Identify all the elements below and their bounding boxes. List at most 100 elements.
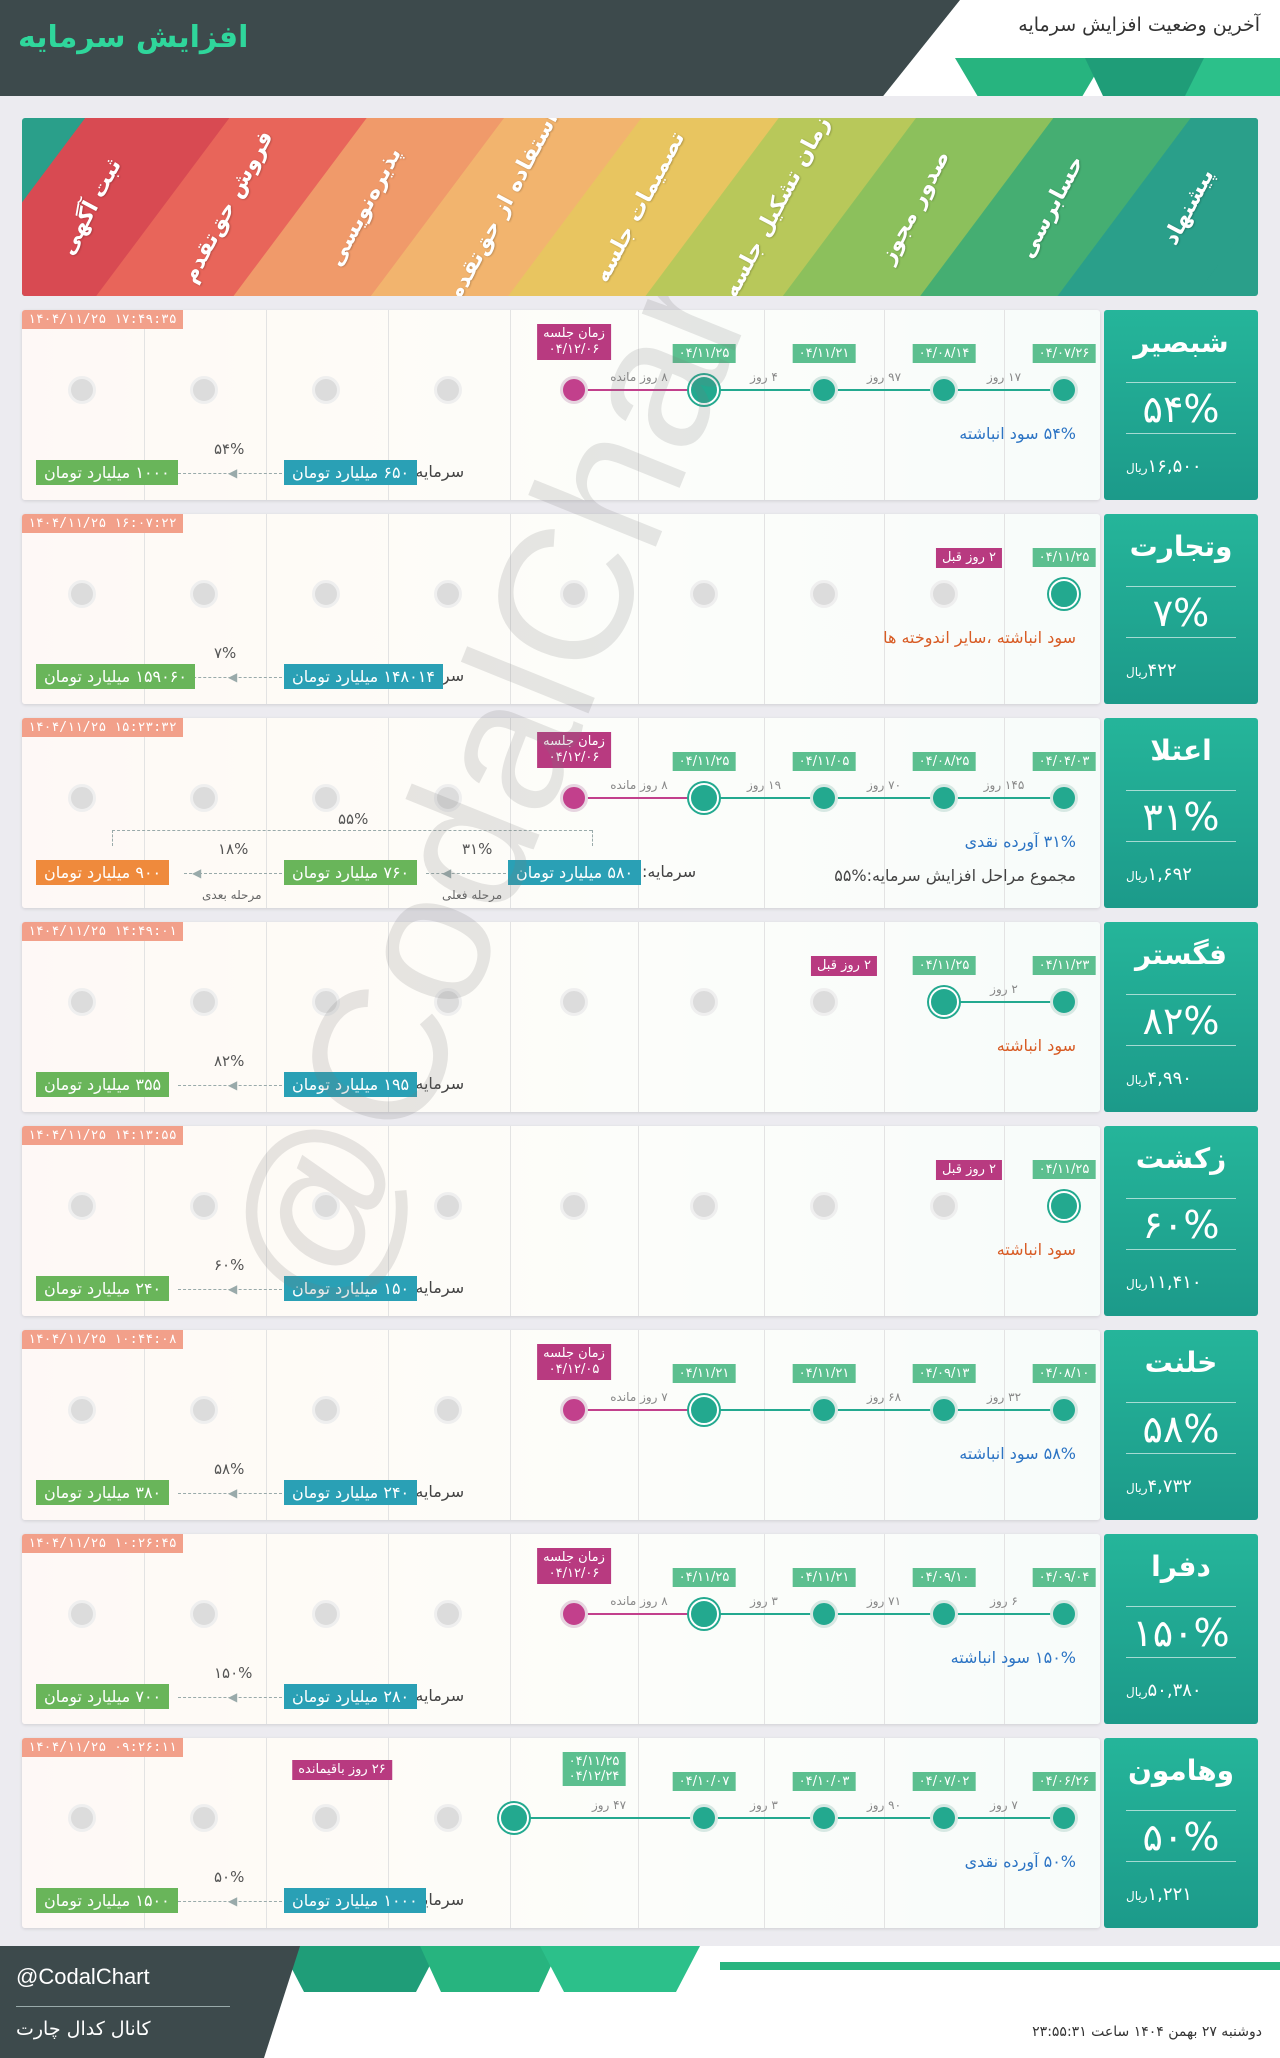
stage-node-empty (312, 784, 340, 812)
stage-node-done[interactable] (810, 1804, 838, 1832)
price-value: ۱,۶۹۲ (1147, 864, 1192, 885)
capital-row[interactable]: ۱۴۰۴/۱۱/۲۵ ۱۰:۴۴:۰۸ زمان جلسه ۰۴/۱۲/۰۵ ۷ رو… (22, 1330, 1258, 1520)
channel-handle[interactable]: @CodalChart (16, 1964, 150, 1989)
stage-node-done[interactable] (1050, 784, 1078, 812)
timeline-segment (704, 1613, 1064, 1615)
capital-row[interactable]: ۱۴۰۴/۱۱/۲۵ ۰۹:۲۶:۱۱ ۰۴/۰۶/۲۶ ۰۴/۰۷/۰۲ ۷ روز… (22, 1738, 1258, 1928)
capital-arrow-line (184, 873, 282, 874)
update-timestamp: ۱۴۰۴/۱۱/۲۵ ۱۰:۲۶:۴۵ (22, 1534, 183, 1553)
stage-node-done[interactable] (1050, 376, 1078, 404)
stage-node-current[interactable] (689, 783, 719, 813)
meeting-date: ۰۴/۱۲/۰۶ (548, 1566, 600, 1581)
increase-source: سود انباشته (996, 1036, 1076, 1055)
symbol-panel[interactable]: شبصیر ۵۴% ۱۶,۵۰۰ریال (1104, 310, 1258, 500)
stage-node-done[interactable] (930, 784, 958, 812)
symbol-name[interactable]: وهامون (1127, 1754, 1235, 1787)
stage-gap: ۳ روز (750, 1594, 778, 1608)
symbol-panel[interactable]: فگستر ۸۲% ۴,۹۹۰ریال (1104, 922, 1258, 1112)
symbol-name[interactable]: زکشت (1135, 1142, 1227, 1175)
stage-node-empty (312, 1600, 340, 1628)
stage-date: ۰۴/۰۶/۲۶ (1032, 1772, 1096, 1791)
meeting-node[interactable] (560, 376, 588, 404)
stage-date: ۰۴/۱۰/۰۳ (792, 1772, 856, 1791)
meeting-node[interactable] (560, 1396, 588, 1424)
column-divider (388, 310, 389, 500)
symbol-name[interactable]: خلنت (1144, 1346, 1218, 1379)
symbol-panel[interactable]: وهامون ۵۰% ۱,۲۲۱ریال (1104, 1738, 1258, 1928)
symbol-name[interactable]: اعتلا (1150, 734, 1212, 767)
stage-node-current[interactable] (689, 375, 719, 405)
stage-node-current[interactable] (1049, 1191, 1079, 1221)
stage-node-done[interactable] (930, 1396, 958, 1424)
footer-divider (16, 2006, 230, 2007)
stage-node-current[interactable] (689, 1395, 719, 1425)
stage-gap: ۲ روز (990, 982, 1018, 996)
symbol-name[interactable]: وتجارت (1129, 530, 1233, 563)
capital-current: ۱۴۸۰۱۴ میلیارد تومان (284, 664, 443, 689)
stage-node-current[interactable] (499, 1803, 529, 1833)
meeting-title: زمان جلسه (543, 326, 605, 341)
stage-node-done[interactable] (930, 376, 958, 404)
symbol-name[interactable]: فگستر (1135, 938, 1227, 971)
capital-row[interactable]: ۱۴۰۴/۱۱/۲۵ ۱۶:۰۷:۲۲ ۰۴/۱۱/۲۵ ۲ روز قبل سود … (22, 514, 1258, 704)
stage-node-done[interactable] (1050, 1396, 1078, 1424)
stage-node-done[interactable] (930, 1600, 958, 1628)
capital-row[interactable]: ۱۴۰۴/۱۱/۲۵ ۱۴:۱۳:۵۵ ۰۴/۱۱/۲۵ ۲ روز قبل سود … (22, 1126, 1258, 1316)
price-unit: ریال (1126, 1481, 1148, 1495)
stage-node-done[interactable] (810, 376, 838, 404)
column-divider (510, 922, 511, 1112)
symbol-panel[interactable]: دفرا ۱۵۰% ۵۰,۳۸۰ریال (1104, 1534, 1258, 1724)
symbol-panel[interactable]: وتجارت ۷% ۴۲۲ریال (1104, 514, 1258, 704)
capital-row[interactable]: ۱۴۰۴/۱۱/۲۵ ۱۷:۴۹:۳۵ زمان جلسه ۰۴/۱۲/۰۶ ۸ رو… (22, 310, 1258, 500)
capital-row[interactable]: ۱۴۰۴/۱۱/۲۵ ۱۵:۲۳:۳۲ زمان جلسه ۰۴/۱۲/۰۶ ۸ رو… (22, 718, 1258, 908)
stage-node-empty (68, 784, 96, 812)
column-divider (884, 514, 885, 704)
stage-node-done[interactable] (1050, 1804, 1078, 1832)
symbol-panel[interactable]: خلنت ۵۸% ۴,۷۳۲ریال (1104, 1330, 1258, 1520)
increase-percent: ۱۵۰% (1126, 1606, 1236, 1658)
column-divider (144, 1534, 145, 1724)
stage-gap: ۶ روز (990, 1594, 1018, 1608)
meeting-node[interactable] (560, 1600, 588, 1628)
stage-date: ۰۴/۱۱/۲۵ (1032, 548, 1096, 567)
capital-label: سرمایه: (410, 462, 465, 481)
meeting-title: زمان جلسه (543, 1550, 605, 1565)
symbol-panel[interactable]: زکشت ۶۰% ۱۱,۴۱۰ریال (1104, 1126, 1258, 1316)
meeting-date: ۰۴/۱۲/۰۶ (548, 342, 600, 357)
page-title: افزایش سرمایه (18, 20, 249, 55)
stage-node-empty (312, 1804, 340, 1832)
column-divider (510, 1534, 511, 1724)
symbol-name[interactable]: شبصیر (1133, 326, 1229, 359)
symbol-name[interactable]: دفرا (1151, 1550, 1211, 1583)
stage-node-current[interactable] (689, 1599, 719, 1629)
capital-arrow-line (178, 1493, 282, 1494)
stage-node-done[interactable] (930, 1804, 958, 1832)
meeting-remaining: ۸ روز مانده (610, 778, 668, 792)
stage-gap: ۱۹ روز (746, 778, 782, 792)
stage-node-done[interactable] (810, 1396, 838, 1424)
stage-node-current[interactable] (1049, 579, 1079, 609)
stage-gap: ۱۷ روز (986, 370, 1022, 384)
stage-node-done[interactable] (690, 1804, 718, 1832)
meeting-node[interactable] (560, 784, 588, 812)
footer-stripe (540, 1946, 700, 1992)
column-divider (884, 1534, 885, 1724)
stage-node-current[interactable] (929, 987, 959, 1017)
capital-current: ۱۹۵ میلیارد تومان (284, 1072, 418, 1097)
capital-target: ۳۸۰ میلیارد تومان (36, 1480, 170, 1505)
total-percent: ۵۵% (338, 810, 369, 828)
increase-source: ۵۸% سود انباشته (959, 1444, 1076, 1463)
capital-row[interactable]: ۱۴۰۴/۱۱/۲۵ ۱۰:۲۶:۴۵ زمان جلسه ۰۴/۱۲/۰۶ ۸ رو… (22, 1534, 1258, 1724)
stage-node-done[interactable] (1050, 1600, 1078, 1628)
stage-node-done[interactable] (810, 784, 838, 812)
increase-percent: ۶۰% (1126, 1198, 1236, 1250)
symbol-panel[interactable]: اعتلا ۳۱% ۱,۶۹۲ریال (1104, 718, 1258, 908)
stage-gap: ۴۷ روز (591, 1798, 627, 1812)
capital-row[interactable]: ۱۴۰۴/۱۱/۲۵ ۱۴:۴۹:۰۱ ۰۴/۱۱/۲۳ ۰۴/۱۱/۲۵ ۲ روز… (22, 922, 1258, 1112)
footer-dark-panel (0, 1946, 300, 2058)
row-timeline: ۱۴۰۴/۱۱/۲۵ ۱۰:۴۴:۰۸ زمان جلسه ۰۴/۱۲/۰۵ ۷ رو… (22, 1330, 1100, 1520)
stage-node-done[interactable] (810, 1600, 838, 1628)
stage-node-empty (690, 580, 718, 608)
stage-node-done[interactable] (1050, 988, 1078, 1016)
capital-percent: ۱۵۰% (214, 1664, 253, 1682)
